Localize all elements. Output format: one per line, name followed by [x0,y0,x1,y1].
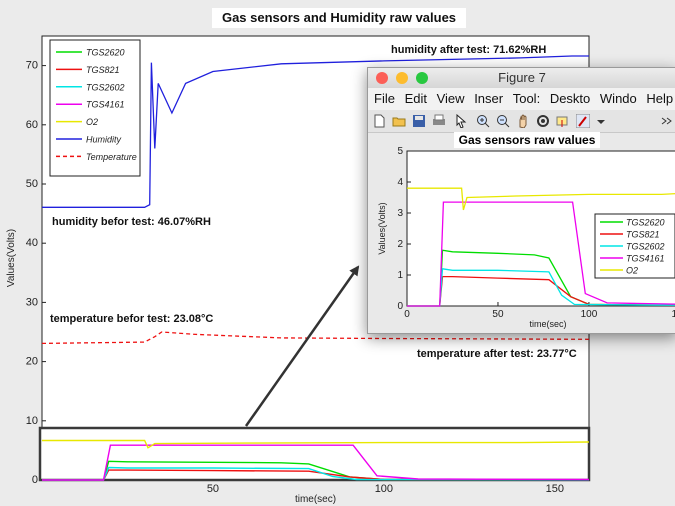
menu-desktop[interactable]: Deskto [549,91,591,106]
new-file-icon[interactable] [372,114,386,128]
main-legend-label-o2: O2 [86,117,98,127]
inner-ytick-label: 2 [397,239,403,250]
open-folder-icon[interactable] [392,114,406,128]
temperature-before-annotation: temperature befor test: 23.08°C [50,313,214,325]
main-ytick-label: 30 [26,296,38,308]
inner-chart-title: Gas sensors raw values [454,132,600,148]
main-legend-label-tgs4161: TGS4161 [86,100,125,110]
callout-arrow [244,265,360,427]
menu-edit[interactable]: Edit [404,91,427,106]
data-cursor-icon[interactable] [556,114,570,128]
dropdown-arrow-icon[interactable] [594,114,608,128]
main-ytick-label: 0 [32,474,38,486]
menu-bar: File Edit View Inser Tool: Deskto Windo … [368,88,675,110]
inner-ytick-label: 4 [397,177,403,188]
main-xtick-label: 50 [207,483,219,495]
menu-insert[interactable]: Inser [474,91,504,106]
main-legend-label-humidity: Humidity [86,135,122,145]
main-ytick-label: 60 [26,119,38,131]
print-icon[interactable] [432,114,446,128]
inner-xtick-label: 150 [672,309,675,320]
inner-xtick-label: 0 [404,309,410,320]
pointer-icon[interactable] [454,114,468,128]
menu-tools[interactable]: Tool: [512,91,541,106]
menu-view[interactable]: View [436,91,465,106]
inner-ytick-label: 5 [397,146,403,157]
close-window-button[interactable] [376,72,388,84]
zoom-inset-series-o2 [42,439,590,449]
inner-ytick-label: 1 [397,270,403,281]
main-chart-title: Gas sensors and Humidity raw values [212,8,466,28]
main-ytick-label: 40 [26,237,38,249]
main-xlabel: time(sec) [295,494,336,505]
main-ytick-label: 50 [26,178,38,190]
inner-legend-label-tgs821: TGS821 [626,230,660,240]
rotate-3d-icon[interactable] [536,114,550,128]
main-legend-label-temperature: Temperature [86,152,137,162]
figure-toolbar [368,110,675,133]
inner-chart: 012345050100150time(sec)Values(Volts)TGS… [377,146,675,329]
save-icon[interactable] [412,114,426,128]
zoom-out-icon[interactable] [496,114,510,128]
humidity-after-annotation: humidity after test: 71.62%RH [391,44,547,56]
main-series-humidity [42,55,589,208]
inner-series-o2 [407,187,675,211]
inner-xtick-label: 50 [492,309,504,320]
inner-legend-label-tgs4161: TGS4161 [626,254,665,264]
main-legend-label-tgs2602: TGS2602 [86,82,125,92]
inner-ylabel: Values(Volts) [377,202,387,254]
window-titlebar[interactable]: Figure 7 [368,68,675,89]
main-legend-label-tgs2620: TGS2620 [86,48,125,58]
menu-help[interactable]: Help [646,91,674,106]
menu-window[interactable]: Windo [599,91,637,106]
inner-xtick-label: 100 [581,309,598,320]
main-ytick-label: 10 [26,415,38,427]
overflow-icon[interactable] [660,114,674,128]
inner-xlabel: time(sec) [529,319,566,329]
main-xtick-label: 100 [375,483,393,495]
main-xtick-label: 150 [546,483,564,495]
inner-legend-label-tgs2620: TGS2620 [626,218,665,228]
zoom-window-button[interactable] [416,72,428,84]
zoom-in-icon[interactable] [476,114,490,128]
menu-file[interactable]: File [374,91,395,106]
inner-ytick-label: 3 [397,208,403,219]
inner-legend-label-tgs2602: TGS2602 [626,242,665,252]
inner-legend [594,213,675,279]
pan-hand-icon[interactable] [516,114,530,128]
main-ytick-label: 70 [26,60,38,72]
humidity-before-annotation: humidity befor test: 46.07%RH [52,216,211,228]
minimize-window-button[interactable] [396,72,408,84]
figure-window[interactable]: Figure 7 File Edit View Inser Tool: Desk… [367,67,675,334]
main-ylabel: Values(Volts) [6,229,17,287]
main-legend [49,39,141,177]
temperature-after-annotation: temperature after test: 23.77°C [417,348,577,360]
inner-legend-label-o2: O2 [626,266,638,276]
inner-ytick-label: 0 [397,301,403,312]
zoom-inset-series-tgs2602 [42,466,590,481]
brush-icon[interactable] [576,114,590,128]
main-legend-label-tgs821: TGS821 [86,65,120,75]
main-ytick-label: 20 [26,356,38,368]
zoom-inset-series-tgs4161 [42,444,590,481]
window-title: Figure 7 [498,70,546,85]
inner-series-tgs4161 [407,201,675,307]
